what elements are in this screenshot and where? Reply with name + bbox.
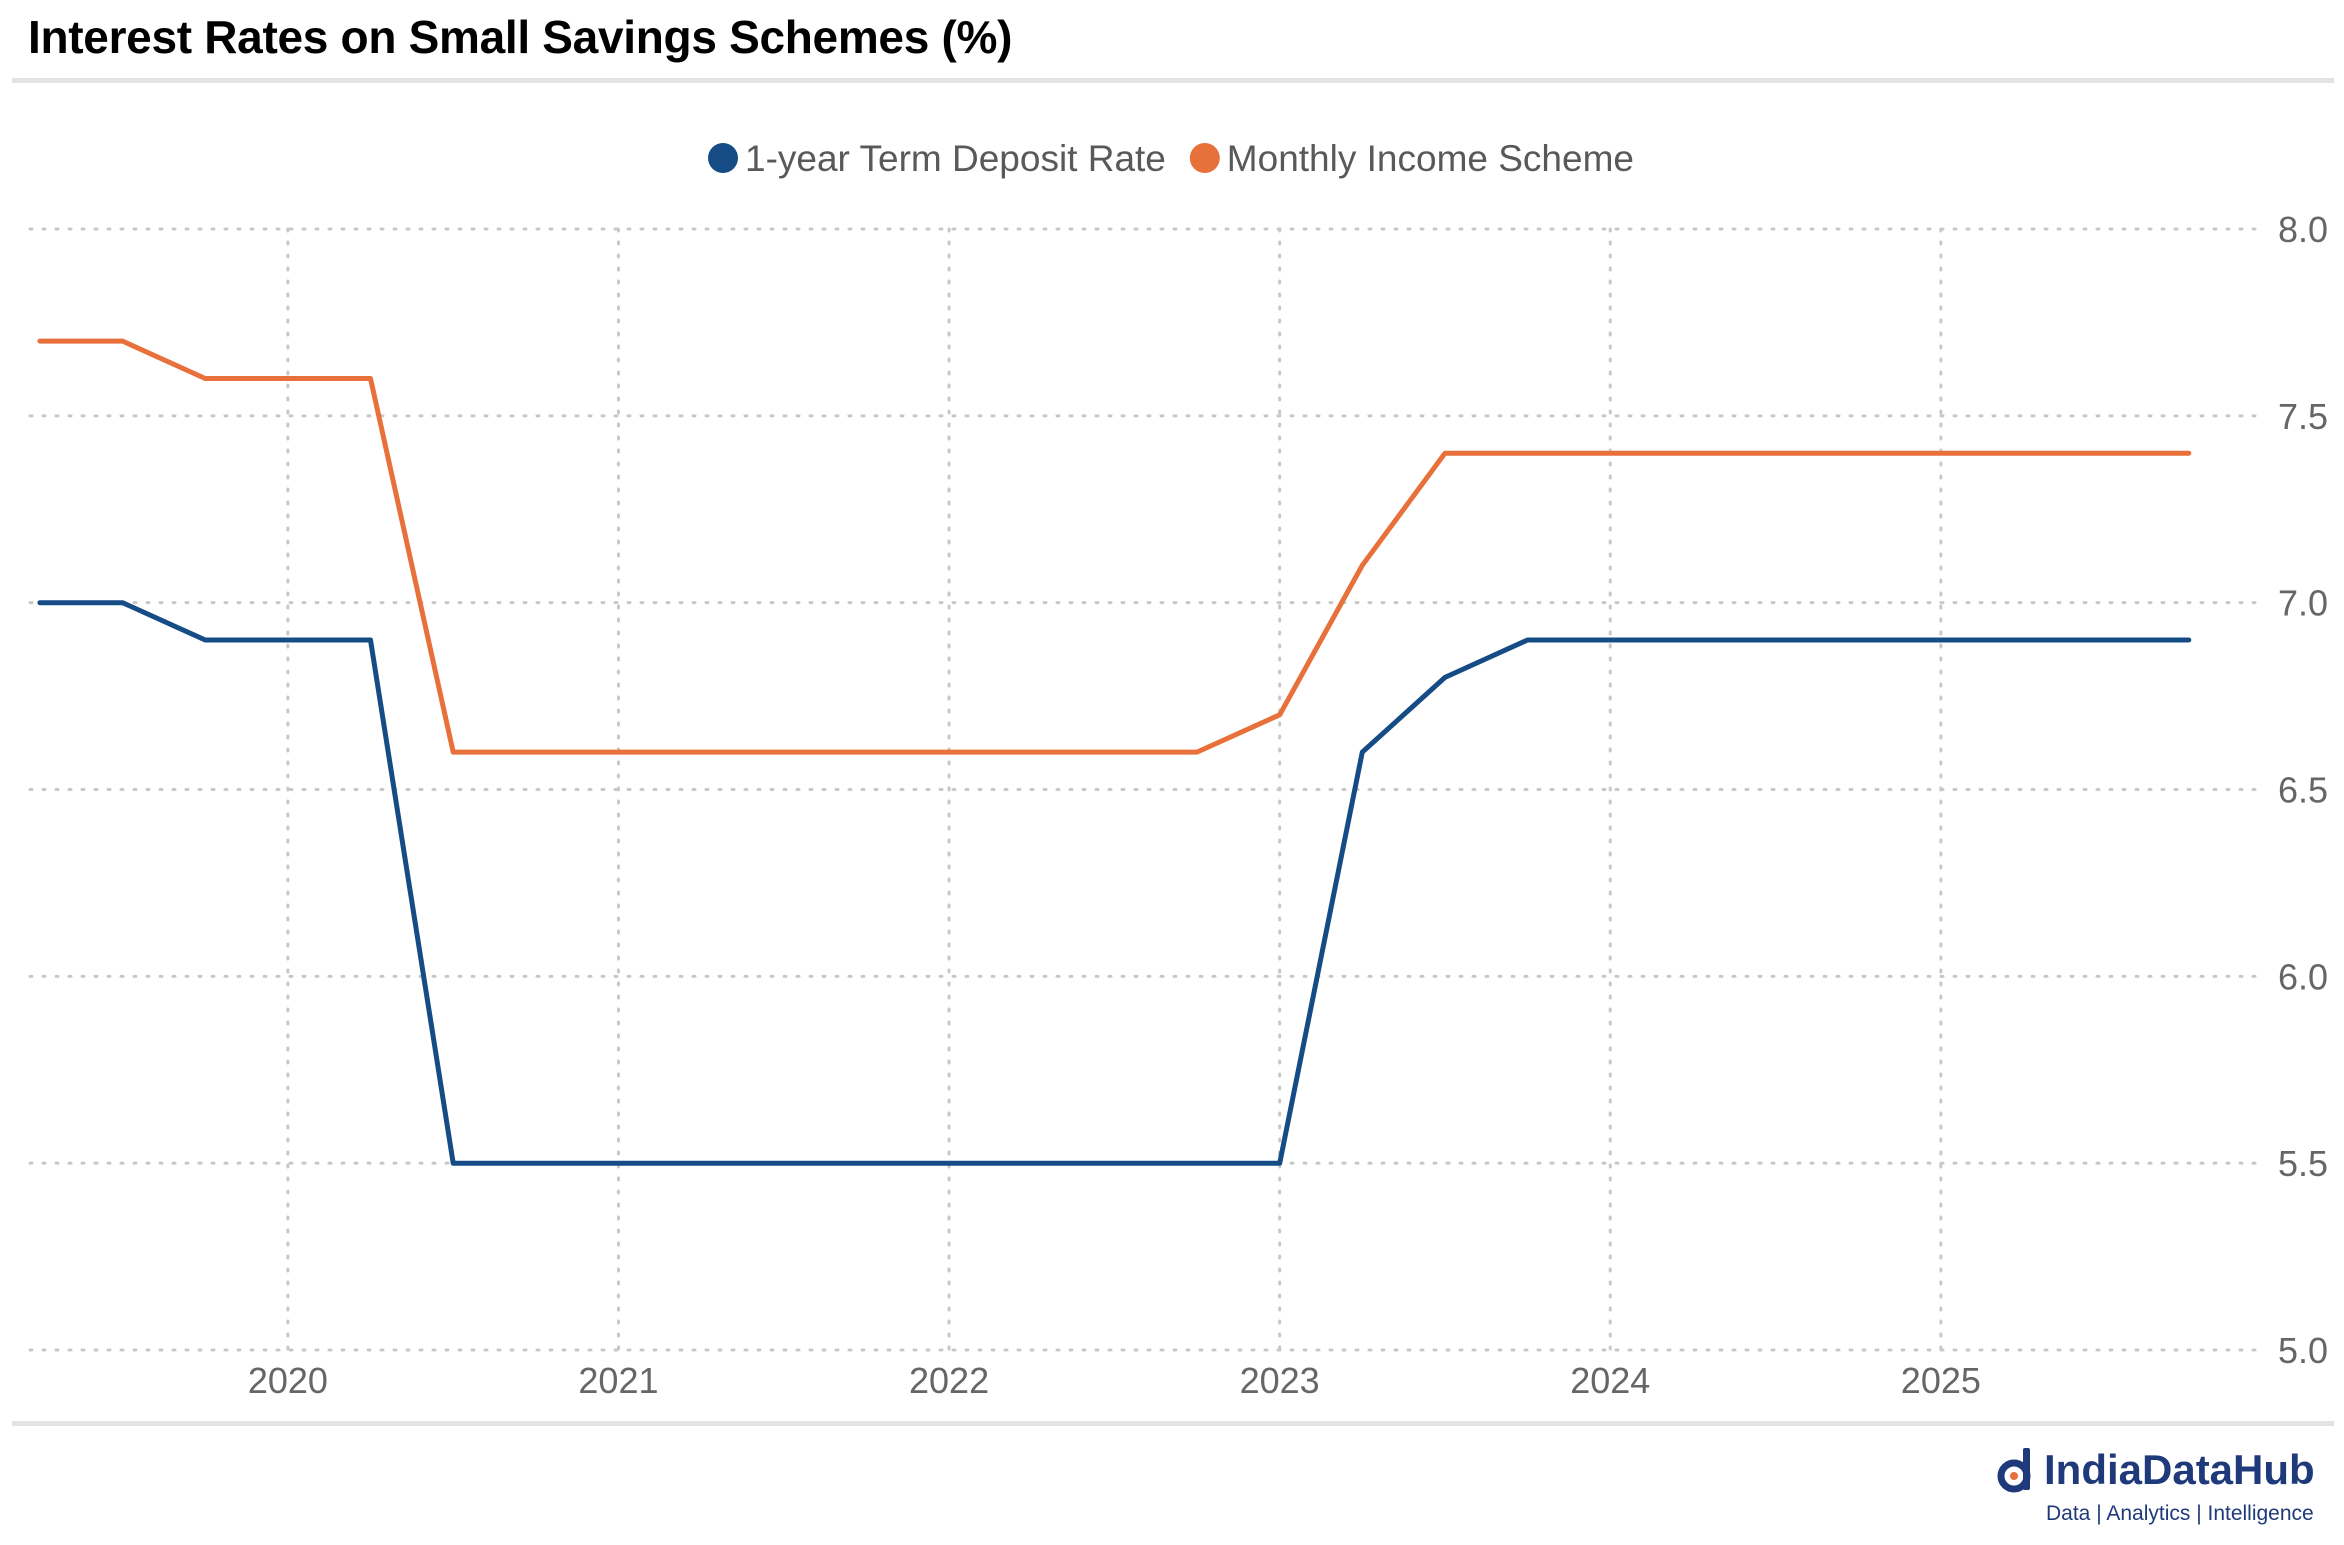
title-divider <box>12 78 2334 83</box>
brand-logo-block: IndiaDataHub Data | Analytics | Intellig… <box>1994 1440 2334 1540</box>
brand-logo-icon <box>1997 1448 2031 1493</box>
x-tick-label: 2020 <box>248 1360 328 1401</box>
legend-item-1[interactable]: 1-year Term Deposit Rate <box>708 138 1166 179</box>
brand-name: IndiaDataHub <box>2044 1446 2315 1493</box>
axis-layer: 5.0 5.5 6.0 6.5 7.0 7.5 8.0 2020 2021 2022 2023 202… <box>248 209 2328 1401</box>
x-tick-label: 2024 <box>1570 1360 1650 1401</box>
y-tick-label: 5.0 <box>2278 1330 2328 1371</box>
y-tick-label: 7.5 <box>2278 396 2328 437</box>
line-chart: 5.0 5.5 6.0 6.5 7.0 7.5 8.0 2020 2021 2022 2023 202… <box>28 138 2328 1401</box>
grid-layer <box>28 227 2262 1352</box>
chart-title: Interest Rates on Small Savings Schemes … <box>28 11 1013 63</box>
y-tick-label: 6.5 <box>2278 770 2328 811</box>
series-line-2 <box>37 338 2192 755</box>
x-tick-label: 2022 <box>909 1360 989 1401</box>
legend-marker <box>708 143 738 173</box>
x-tick-label: 2025 <box>1901 1360 1981 1401</box>
legend-item-2[interactable]: Monthly Income Scheme <box>1189 138 1634 179</box>
y-tick-label: 6.0 <box>2278 956 2328 997</box>
legend-label: Monthly Income Scheme <box>1227 138 1634 179</box>
legend[interactable]: 1-year Term Deposit Rate Monthly Income S… <box>708 138 1634 179</box>
y-tick-label: 5.5 <box>2278 1143 2328 1184</box>
series-layer <box>37 338 2192 1166</box>
legend-label: 1-year Term Deposit Rate <box>745 138 1166 179</box>
legend-marker <box>1189 143 1220 173</box>
x-tick-label: 2021 <box>578 1360 658 1401</box>
y-tick-label: 8.0 <box>2278 209 2328 250</box>
series-line-1 <box>37 600 2192 1166</box>
x-tick-label: 2023 <box>1240 1360 1320 1401</box>
brand-tagline: Data | Analytics | Intelligence <box>2046 1502 2314 1525</box>
y-tick-label: 7.0 <box>2278 583 2328 624</box>
footer-divider <box>12 1421 2334 1426</box>
